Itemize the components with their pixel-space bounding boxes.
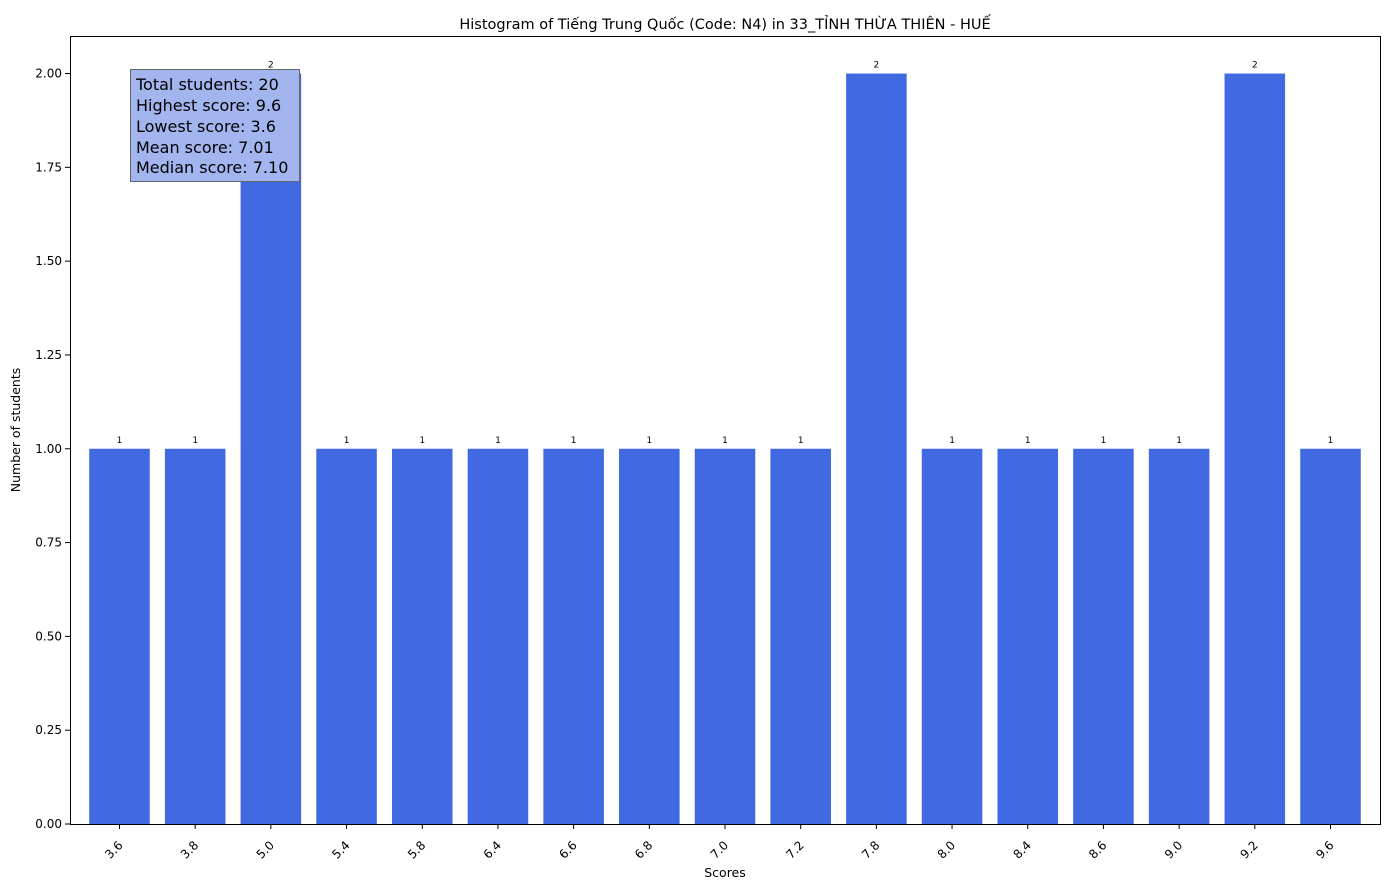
bar-value-label-8.0: 1 bbox=[949, 436, 955, 446]
y-tick-label-0.50: 0.50 bbox=[35, 629, 62, 643]
y-tick-label-0.75: 0.75 bbox=[35, 536, 62, 550]
bar-value-label-6.4: 1 bbox=[495, 436, 501, 446]
y-tick-label-1.50: 1.50 bbox=[35, 254, 62, 268]
y-tick-label-1.25: 1.25 bbox=[35, 348, 62, 362]
x-tick-label-7.2: 7.2 bbox=[783, 838, 806, 861]
x-axis: 3.6 3.8 5.0 5.4 5.8 6.4 6.6 6.8 7.0 7.2 7.8 8.0 8.4 8… bbox=[102, 824, 1337, 862]
bar-7.2 bbox=[770, 448, 831, 824]
bar-labels-group: 1 1 2 1 1 1 1 1 1 1 2 1 1 1 1 2 1 bbox=[117, 61, 1334, 446]
bar-value-label-9.6: 1 bbox=[1328, 436, 1334, 446]
bar-value-label-5.8: 1 bbox=[419, 436, 425, 446]
x-tick-label-9.0: 9.0 bbox=[1162, 838, 1185, 861]
y-tick-label-0.25: 0.25 bbox=[35, 723, 62, 737]
x-tick-label-5.8: 5.8 bbox=[405, 838, 428, 861]
bar-3.6 bbox=[89, 448, 150, 824]
bar-5.0 bbox=[240, 73, 302, 825]
x-tick-label-6.6: 6.6 bbox=[556, 838, 579, 861]
stats-box: Total students: 20 Highest score: 9.6 Lo… bbox=[130, 69, 300, 182]
bar-5.4 bbox=[316, 448, 377, 824]
bar-9.2 bbox=[1224, 73, 1286, 825]
x-tick-label-7.8: 7.8 bbox=[859, 838, 882, 861]
x-tick-label-7.0: 7.0 bbox=[708, 838, 731, 861]
x-tick-label-8.0: 8.0 bbox=[935, 838, 958, 861]
x-tick-label-5.4: 5.4 bbox=[329, 838, 352, 861]
stats-highest-score: Highest score: 9.6 bbox=[136, 96, 281, 115]
bar-value-label-3.6: 1 bbox=[117, 436, 123, 446]
y-tick-label-2.00: 2.00 bbox=[35, 67, 62, 81]
bar-7.8 bbox=[846, 73, 907, 825]
bar-9.6 bbox=[1300, 448, 1361, 824]
bar-value-label-8.4: 1 bbox=[1025, 436, 1031, 446]
x-tick-label-8.4: 8.4 bbox=[1010, 838, 1033, 861]
bar-8.4 bbox=[997, 448, 1059, 824]
x-tick-label-3.6: 3.6 bbox=[102, 838, 125, 861]
y-tick-label-1.75: 1.75 bbox=[35, 160, 62, 174]
bar-value-label-7.2: 1 bbox=[798, 436, 804, 446]
bar-value-label-5.0: 2 bbox=[268, 61, 274, 71]
stats-box-background bbox=[130, 69, 300, 182]
bar-value-label-7.0: 1 bbox=[722, 436, 728, 446]
plot-frame bbox=[70, 36, 1381, 825]
stats-mean-score: Mean score: 7.01 bbox=[136, 138, 274, 157]
x-tick-label-6.4: 6.4 bbox=[481, 838, 504, 861]
chart-title: Histogram of Tiếng Trung Quốc (Code: N4)… bbox=[459, 14, 991, 33]
x-tick-label-6.8: 6.8 bbox=[632, 838, 655, 861]
bar-5.8 bbox=[391, 448, 453, 824]
bar-value-label-7.8: 2 bbox=[874, 61, 880, 71]
bar-value-label-9.0: 1 bbox=[1176, 436, 1182, 446]
stats-lowest-score: Lowest score: 3.6 bbox=[136, 117, 276, 136]
bar-6.8 bbox=[619, 448, 680, 824]
bar-value-label-3.8: 1 bbox=[192, 436, 198, 446]
bar-9.0 bbox=[1148, 448, 1210, 824]
y-axis: 0.00 0.25 0.50 0.75 1.00 1.25 1.50 1.75 2.00 bbox=[35, 67, 70, 831]
bars-group bbox=[89, 73, 1361, 825]
bar-value-label-6.8: 1 bbox=[646, 436, 652, 446]
bar-7.0 bbox=[694, 448, 756, 824]
x-tick-label-8.6: 8.6 bbox=[1086, 838, 1109, 861]
bar-6.4 bbox=[467, 448, 529, 824]
stats-total-students: Total students: 20 bbox=[135, 75, 279, 94]
y-tick-label-0.00: 0.00 bbox=[35, 817, 62, 831]
bar-8.0 bbox=[921, 448, 983, 824]
x-axis-title: Scores bbox=[704, 865, 746, 880]
bar-8.6 bbox=[1073, 448, 1134, 824]
x-tick-label-9.6: 9.6 bbox=[1313, 838, 1336, 861]
stats-median-score: Median score: 7.10 bbox=[136, 158, 288, 177]
bar-value-label-5.4: 1 bbox=[344, 436, 350, 446]
bar-value-label-6.6: 1 bbox=[571, 436, 577, 446]
y-tick-label-1.00: 1.00 bbox=[35, 442, 62, 456]
bar-6.6 bbox=[543, 448, 604, 824]
bar-value-label-8.6: 1 bbox=[1101, 436, 1107, 446]
x-tick-label-5.0: 5.0 bbox=[254, 838, 277, 861]
x-tick-label-9.2: 9.2 bbox=[1238, 838, 1261, 861]
x-tick-label-3.8: 3.8 bbox=[178, 838, 201, 861]
y-axis-title: Number of students bbox=[8, 368, 23, 493]
bar-3.8 bbox=[164, 448, 226, 824]
bar-value-label-9.2: 2 bbox=[1252, 61, 1258, 71]
